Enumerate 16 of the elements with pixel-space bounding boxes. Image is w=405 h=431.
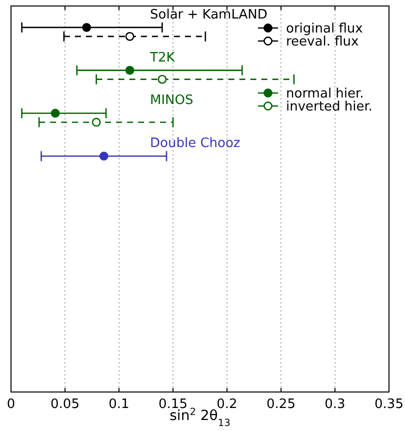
x-tick-label: 0.25 — [266, 397, 296, 412]
legend-label: inverted hier. — [286, 100, 372, 114]
x-tick-label: 0.3 — [324, 397, 346, 412]
x-tick-label: 0 — [6, 397, 16, 412]
annotation: MINOS — [150, 93, 194, 108]
legend-label: normal hier. — [286, 86, 364, 102]
x-tick-label: 0.15 — [158, 397, 188, 412]
x-tick-label: 0.1 — [108, 397, 130, 412]
legend-label: reeval. flux — [286, 34, 360, 50]
x-tick-label: 0.2 — [216, 397, 238, 412]
legend-label: original flux — [286, 22, 364, 36]
annotation: Double Chooz — [150, 136, 240, 152]
x-tick-label: 0.05 — [50, 397, 80, 412]
x-tick-label: 0.35 — [374, 397, 404, 412]
annotation: Solar + KamLAND — [150, 7, 268, 22]
annotation: T2K — [149, 50, 176, 66]
